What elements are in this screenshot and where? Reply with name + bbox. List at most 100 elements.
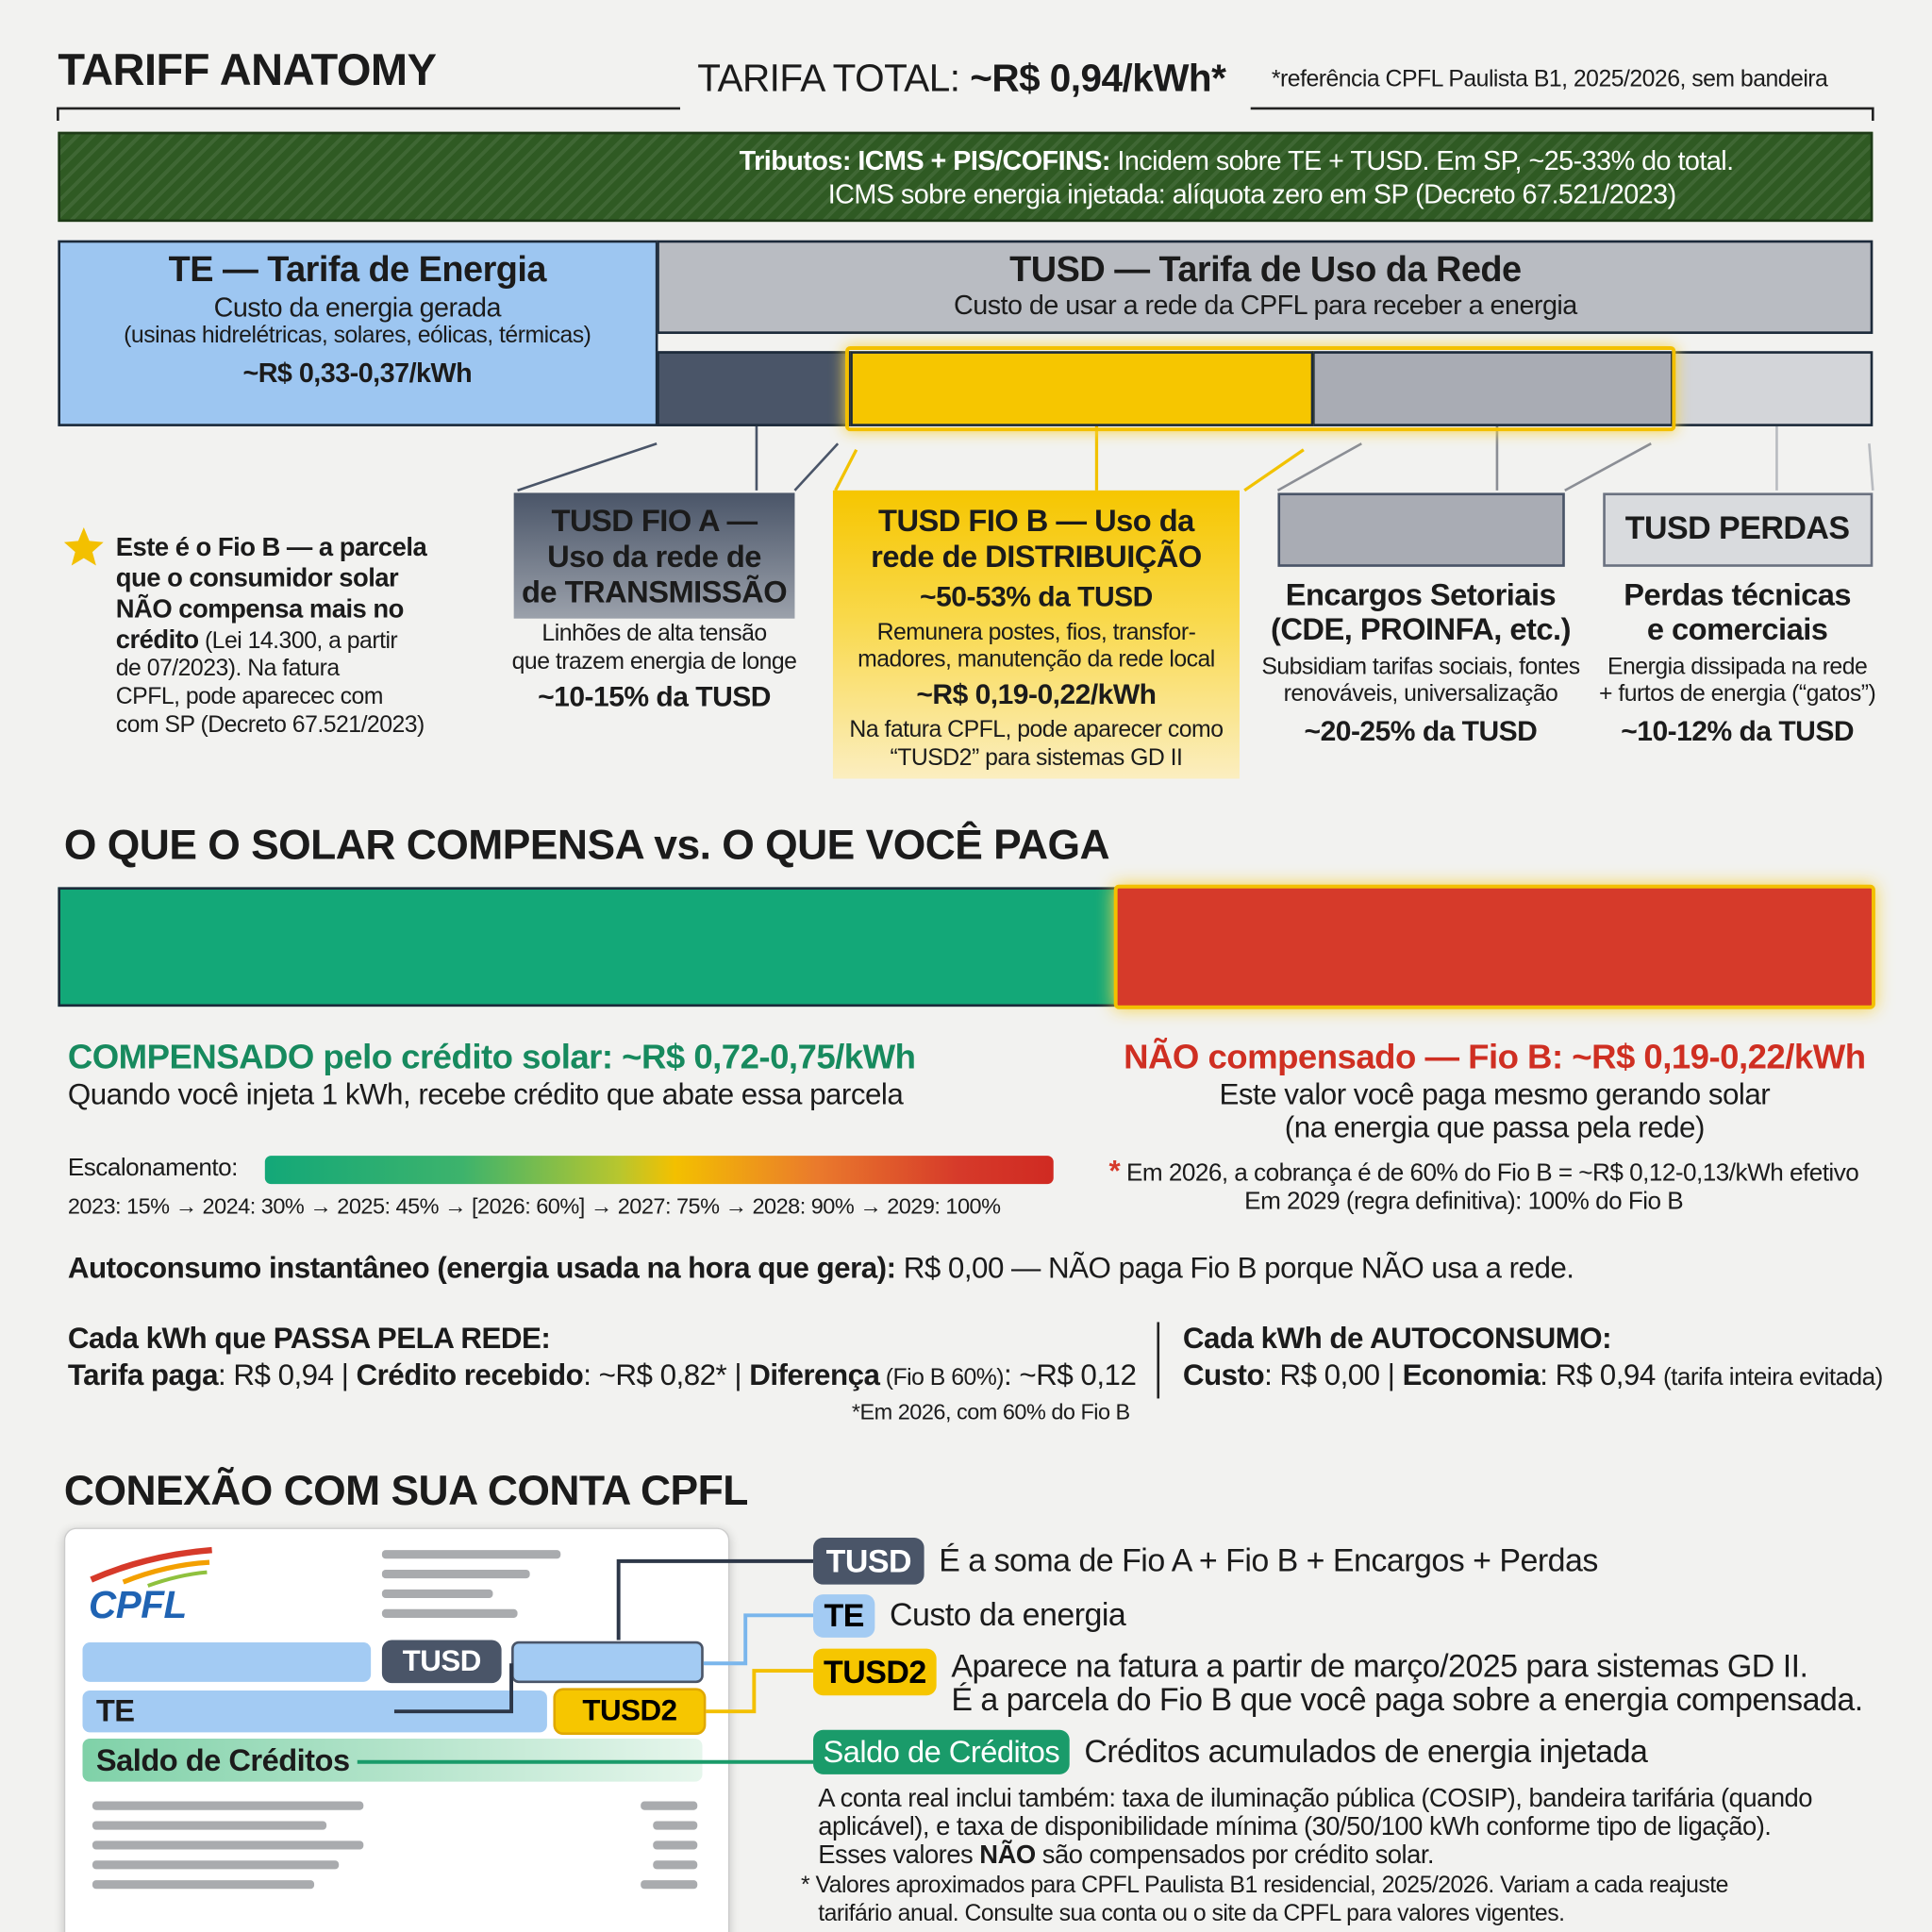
note-line: A conta real inclui também: taxa de ilum…	[818, 1784, 1813, 1813]
encargos-description: renováveis, universalização	[1283, 681, 1558, 708]
taxes-label: Tributos: ICMS + PIS/COFINS:	[739, 145, 1111, 176]
legend-text: Aparece na fatura a partir de março/2025…	[951, 1647, 1808, 1685]
fio-b-note: de 07/2023). Na fatura	[115, 655, 340, 682]
perdas-box	[1603, 492, 1874, 567]
self-line: Custo: R$ 0,00 | Economia: R$ 0,94 (tari…	[1183, 1359, 1883, 1393]
bill-row	[82, 1642, 372, 1682]
fio-b-connectors	[834, 425, 1305, 492]
compensated-title: COMPENSADO pelo crédito solar: ~R$ 0,72-…	[67, 1037, 916, 1076]
section-heading: O QUE O SOLAR COMPENSA vs. O QUE VOCÊ PA…	[63, 822, 1110, 869]
bill-line	[653, 1821, 698, 1830]
fio-b-note: que o consumidor solar	[115, 564, 399, 593]
legend-text: Custo da energia	[890, 1595, 1126, 1633]
self-consumption: Autoconsumo instantâneo (energia usada n…	[68, 1252, 1574, 1286]
encargos-box	[1277, 492, 1565, 567]
perdas-segment	[1672, 351, 1874, 426]
tusd-subtitle: Custo de usar a rede da CPFL para recebe…	[954, 289, 1577, 321]
schedule-label: Escalonamento:	[67, 1154, 239, 1182]
te-line: (usinas hidrelétricas, solares, eólicas,…	[124, 323, 591, 349]
compensated-bar	[58, 887, 1118, 1008]
reference: *referência CPFL Paulista B1, 2025/2026,…	[1271, 66, 1828, 92]
perdas-title: Perdas técnicas	[1624, 577, 1852, 613]
bill-logo: CPFL	[89, 1583, 187, 1627]
te-line: Custo da energia gerada	[213, 291, 502, 324]
fio-b-title: rede de DISTRIBUIÇÃO	[871, 540, 1202, 575]
fio-a-box	[513, 492, 795, 619]
bill-line	[653, 1840, 698, 1850]
compensated-text: Quando você injeta 1 kWh, recebe crédito…	[67, 1077, 904, 1112]
self-key: Economia	[1402, 1358, 1541, 1392]
perdas-title: e comerciais	[1646, 612, 1828, 647]
schedule-bar	[264, 1156, 1054, 1185]
perdas-description: Energia dissipada na rede	[1607, 654, 1868, 680]
self-title: Cada kWh de AUTOCONSUMO:	[1182, 1322, 1612, 1356]
perdas-label: TUSD PERDAS	[1624, 508, 1850, 546]
fio-a-share: ~10-15% da TUSD	[538, 679, 771, 712]
total-label: TARIFA TOTAL:	[697, 57, 971, 100]
grid-val: : ~R$ 0,12	[1004, 1358, 1137, 1392]
fio-b-value: ~R$ 0,19-0,22/kWh	[916, 677, 1157, 710]
bill-line	[381, 1550, 561, 1559]
te-box	[58, 240, 658, 426]
encargos-segment	[1312, 351, 1674, 426]
fio-b-box	[832, 490, 1240, 779]
tusd-title: TUSD — Tarifa de Uso da Rede	[1009, 250, 1522, 290]
fio-b-note: com SP (Decreto 67.521/2023)	[115, 711, 425, 739]
fio-a-segment	[657, 351, 852, 426]
bill-line	[381, 1608, 518, 1618]
legend-tag: TE	[813, 1594, 875, 1638]
bill-credits: Saldo de Créditos	[95, 1743, 350, 1778]
bill-line	[653, 1860, 698, 1870]
bill-line	[92, 1860, 340, 1870]
self-key: Custo	[1182, 1358, 1265, 1392]
grid-key: Diferença	[749, 1358, 880, 1392]
fio-b-note: Na fatura CPFL, pode aparecer como	[849, 717, 1224, 743]
grid-footnote: *Em 2026, com 60% do Fio B	[851, 1399, 1130, 1424]
divider	[1157, 1322, 1160, 1399]
fio-b-share: ~50-53% da TUSD	[920, 580, 1153, 613]
bill-line	[381, 1589, 493, 1599]
encargos-title: (CDE, PROINFA, etc.)	[1270, 612, 1571, 647]
self-consumption-text: R$ 0,00 — NÃO paga Fio B porque NÃO usa …	[895, 1252, 1574, 1286]
fio-b-description: madores, manutenção da rede local	[858, 646, 1215, 674]
schedule-note: Em 2029 (regra definitiva): 100% do Fio …	[1244, 1188, 1684, 1215]
legend-tag: TUSD	[813, 1538, 924, 1585]
schedule: 2023: 15% → 2024: 30% → 2025: 45% → [202…	[67, 1193, 1001, 1219]
fio-a-description: Linhões de alta tensão	[541, 621, 767, 647]
total: TARIFA TOTAL: ~R$ 0,94/kWh*	[697, 57, 1226, 101]
header-rules	[57, 107, 1874, 121]
self-small: (tarifa inteira evitada)	[1662, 1363, 1883, 1391]
legend-text: É a parcela do Fio B que você paga sobre…	[951, 1680, 1863, 1718]
note-text: Esses valores	[818, 1840, 980, 1870]
footnote: tarifário anual. Consulte sua conta ou o…	[818, 1901, 1565, 1927]
te-value: ~R$ 0,33-0,37/kWh	[242, 357, 473, 389]
perdas-description: + furtos de energia (“gatos”)	[1599, 681, 1876, 708]
connectors	[517, 425, 1874, 492]
grid-key: Crédito recebido	[356, 1358, 584, 1392]
footnote: * Valores aproximados para CPFL Paulista…	[800, 1873, 1729, 1899]
taxes-text: Incidem sobre TE + TUSD. Em SP, ~25-33% …	[1109, 145, 1734, 176]
fio-b-note: “TUSD2” para sistemas GD II	[890, 745, 1183, 772]
fio-a-title: Uso da rede de	[547, 540, 761, 575]
bill-line	[641, 1801, 698, 1810]
total-value: ~R$ 0,94/kWh*	[970, 57, 1226, 100]
perdas-share: ~10-12% da TUSD	[1621, 714, 1855, 747]
bill-line	[641, 1880, 698, 1890]
note-text: são compensados por crédito solar.	[1035, 1840, 1435, 1870]
self-val: : R$ 0,00 |	[1264, 1358, 1403, 1392]
fio-b-segment	[850, 351, 1314, 426]
fio-a-title: de TRANSMISSÃO	[521, 575, 788, 610]
fio-b-description: Remunera postes, fios, transfor-	[876, 619, 1196, 646]
note-line: Esses valores NÃO são compensados por cr…	[818, 1842, 1434, 1868]
fio-b-note: NÃO compensa mais no	[115, 594, 405, 624]
note-mark: *	[1108, 1154, 1121, 1189]
grid-val: : ~R$ 0,82* |	[583, 1358, 750, 1392]
fio-b-note: crédito (Lei 14.300, a partir	[116, 626, 398, 657]
taxes-line2: ICMS sobre energia injetada: alíquota ze…	[827, 178, 1676, 210]
bill-line	[92, 1880, 315, 1890]
encargos-title: Encargos Setoriais	[1285, 577, 1557, 613]
fio-b-note: Este é o Fio B — a parcela	[115, 533, 427, 562]
grid-line: Tarifa paga: R$ 0,94 | Crédito recebido:…	[68, 1359, 1137, 1393]
